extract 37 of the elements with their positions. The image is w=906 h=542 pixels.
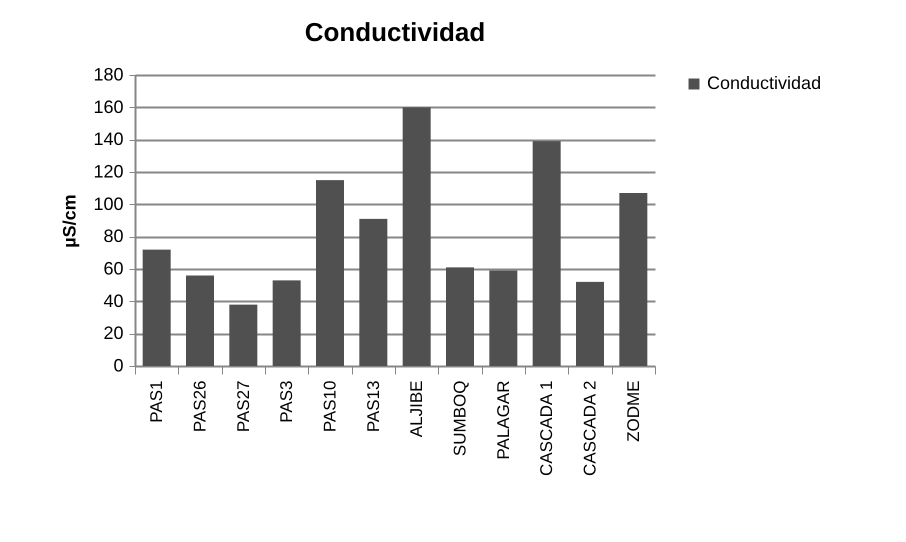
x-tick-label: PAS27 — [234, 380, 253, 432]
y-tick-label: 140 — [93, 129, 124, 150]
x-tick-label: SUMBOQ — [450, 380, 470, 456]
bar — [142, 250, 171, 366]
y-tick-label: 160 — [93, 96, 124, 117]
bar — [229, 304, 258, 366]
bar — [272, 280, 301, 366]
legend-label: Conductividad — [707, 73, 822, 93]
bar — [402, 107, 431, 366]
y-tick-label: 20 — [103, 323, 124, 344]
y-tick-label: 100 — [93, 194, 124, 214]
x-tick-label: PALAGAR — [494, 380, 513, 460]
bar — [532, 141, 561, 366]
y-tick-label: 60 — [103, 258, 124, 278]
bar — [316, 180, 344, 366]
x-tick-label: ALJIBE — [407, 380, 426, 438]
bar — [489, 270, 518, 366]
x-tick-label: CASCADA 2 — [580, 380, 600, 476]
y-tick-label: 40 — [103, 290, 124, 311]
x-tick-label: PAS3 — [277, 380, 296, 423]
x-tick-label: PAS10 — [320, 380, 340, 432]
y-tick-label: 180 — [93, 64, 124, 84]
x-tick-label: PAS26 — [190, 380, 210, 432]
bar — [359, 218, 388, 366]
y-tick-label: 120 — [93, 162, 124, 182]
x-tick-label: CASCADA 1 — [537, 380, 556, 476]
bar — [576, 282, 604, 366]
chart-title: Conductividad — [304, 17, 486, 47]
bar — [619, 193, 648, 366]
x-tick-label: PAS13 — [364, 380, 383, 432]
x-tick-label: PAS1 — [147, 380, 166, 423]
y-tick-label: 80 — [103, 226, 124, 246]
bar — [446, 267, 474, 366]
y-tick-label: 0 — [113, 356, 124, 376]
x-tick-label: ZODME — [624, 380, 643, 442]
y-axis-title: µS/cm — [59, 194, 80, 248]
bar — [186, 275, 214, 366]
